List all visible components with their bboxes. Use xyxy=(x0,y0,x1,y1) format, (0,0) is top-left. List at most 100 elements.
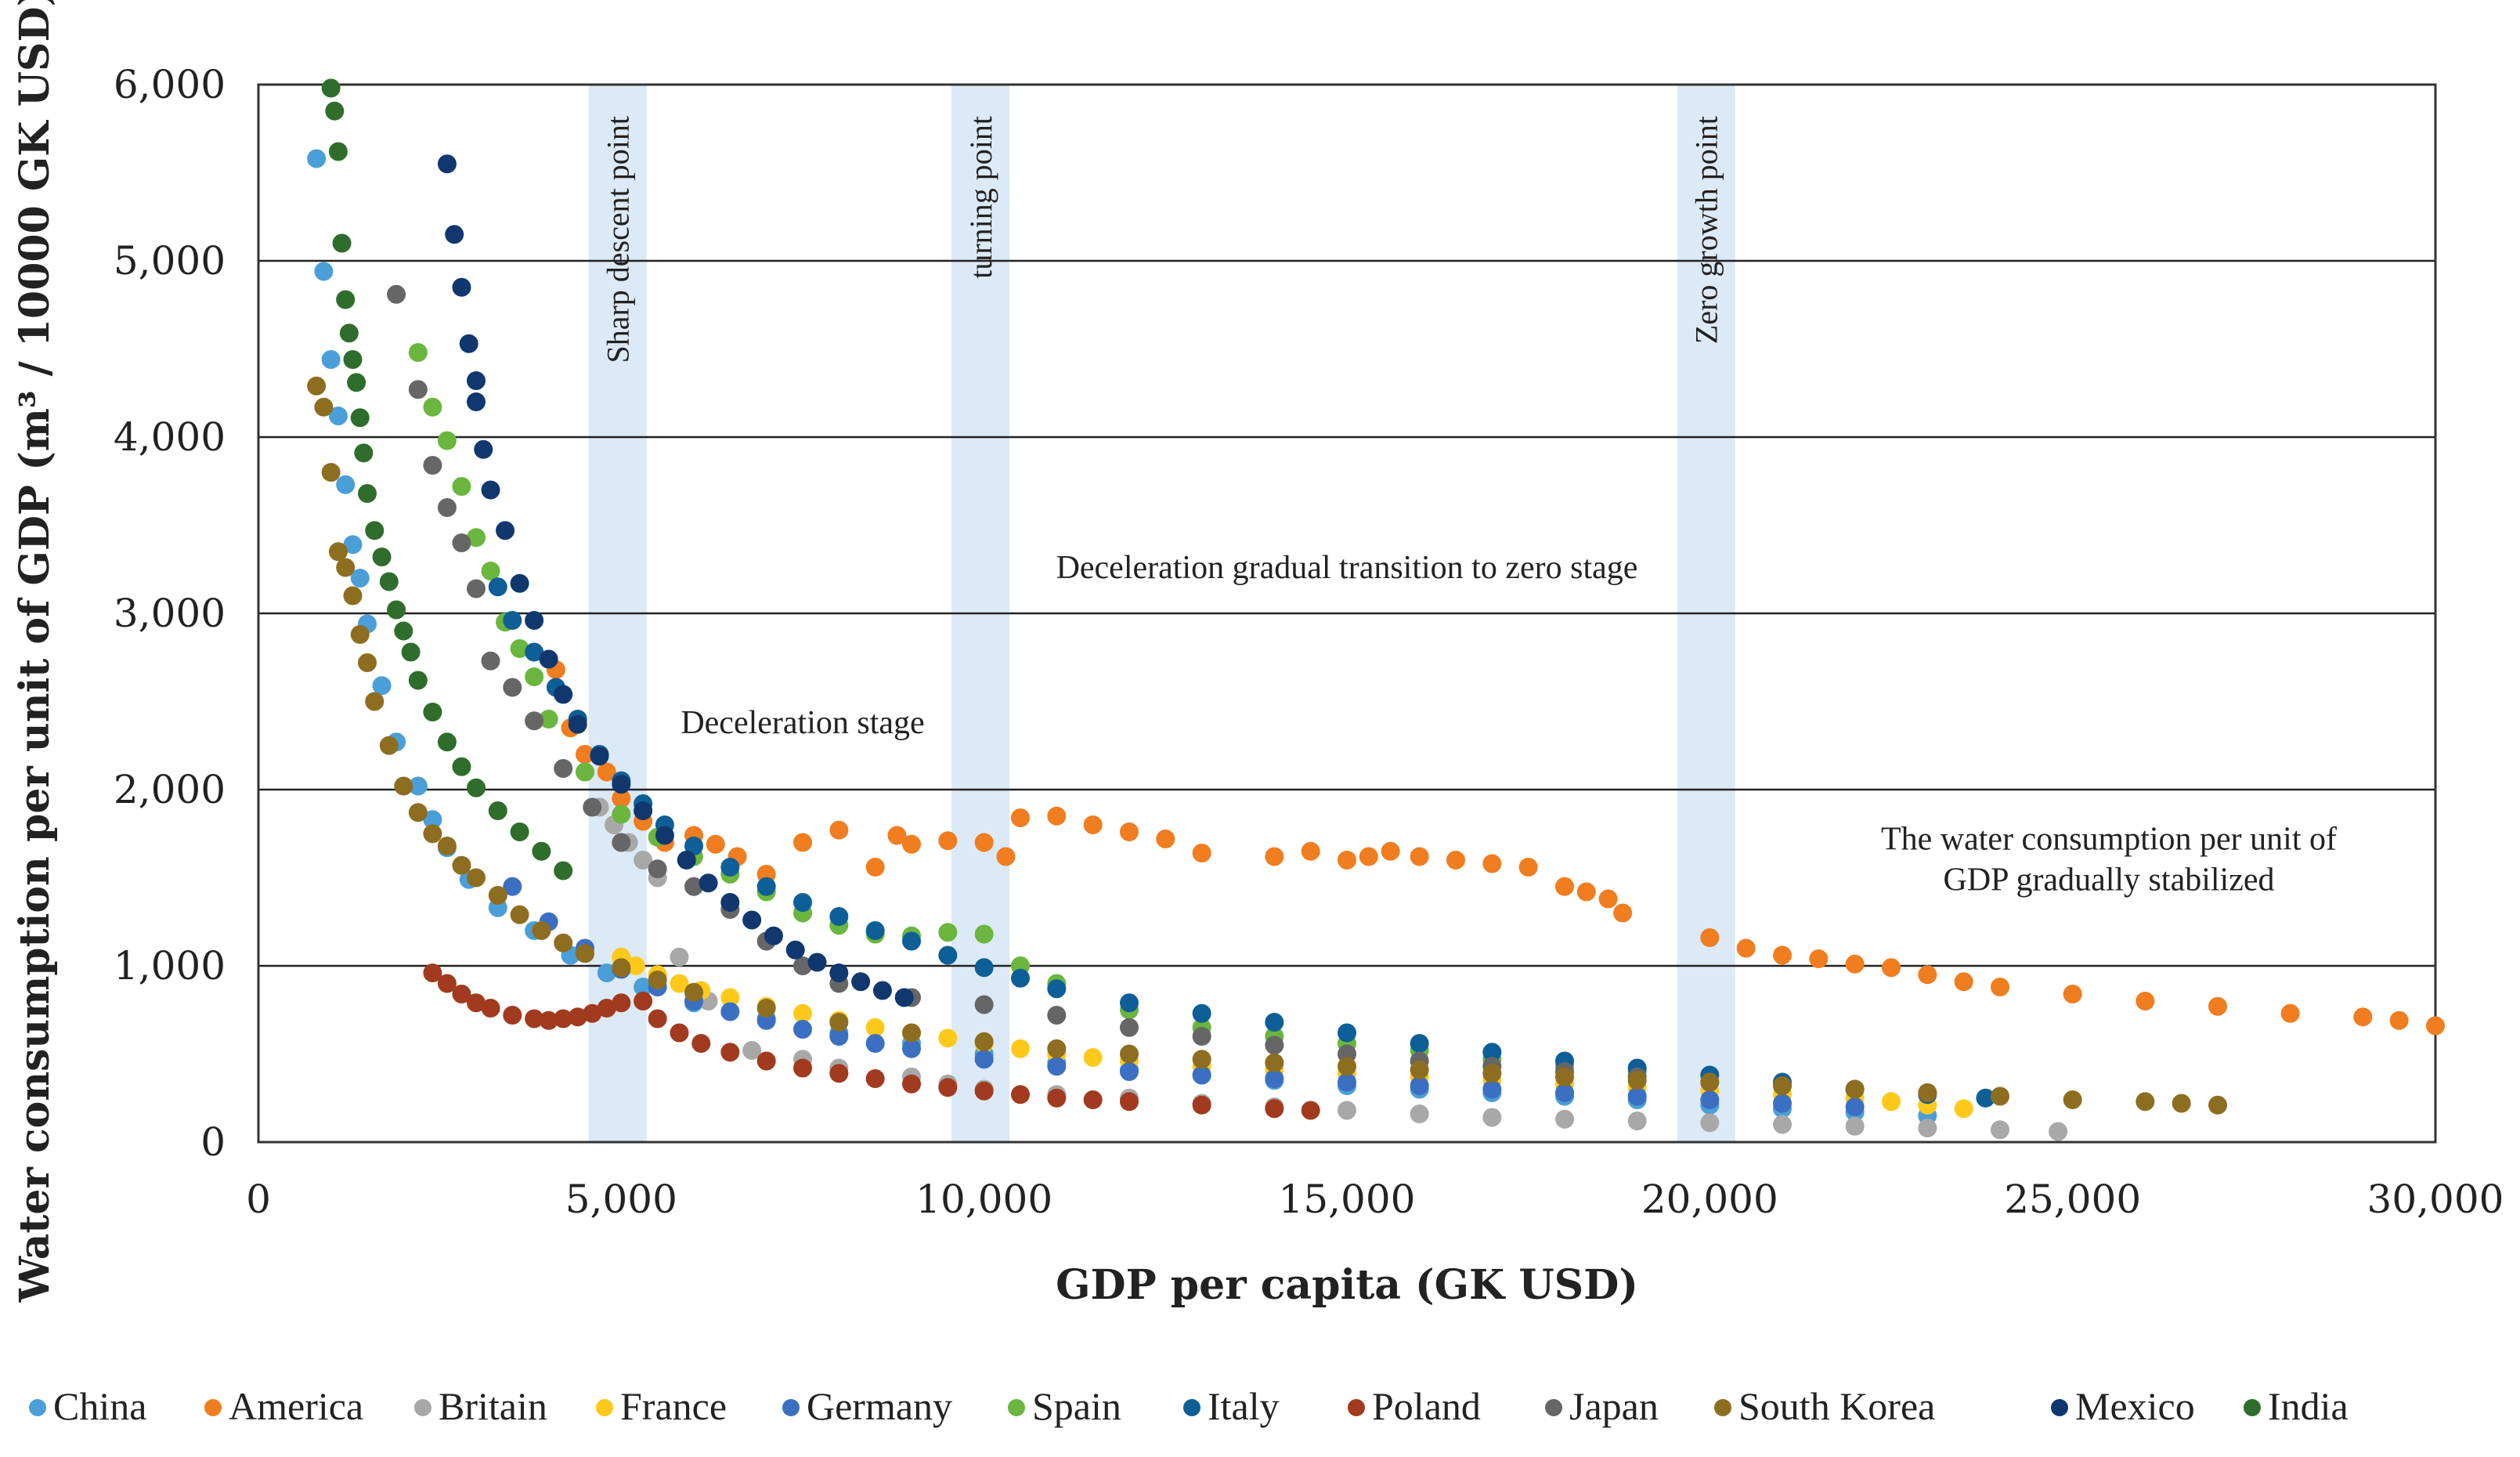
data-point xyxy=(691,1034,711,1053)
data-point xyxy=(756,1051,776,1071)
data-point xyxy=(902,834,921,854)
data-point xyxy=(576,745,594,764)
data-point xyxy=(634,851,653,870)
y-tick-label: 4,000 xyxy=(114,414,226,460)
data-point xyxy=(1047,1057,1067,1076)
data-point xyxy=(865,1034,885,1053)
data-point xyxy=(829,1013,849,1032)
data-point xyxy=(554,685,573,704)
data-point xyxy=(1518,858,1538,877)
data-point xyxy=(467,868,486,888)
data-point xyxy=(829,820,849,840)
data-point xyxy=(387,600,406,620)
data-point xyxy=(452,277,471,297)
data-point xyxy=(1047,1039,1067,1058)
data-point xyxy=(339,324,359,343)
data-point xyxy=(365,692,384,711)
data-point xyxy=(1265,1013,1284,1032)
data-point xyxy=(503,678,522,697)
x-tick-label: 25,000 xyxy=(2004,1177,2141,1222)
data-point xyxy=(1991,1120,2009,1140)
data-point xyxy=(467,579,486,598)
data-point xyxy=(684,877,703,896)
data-point xyxy=(532,841,551,861)
data-point xyxy=(347,373,366,392)
data-point xyxy=(503,877,522,896)
data-point xyxy=(648,1009,667,1029)
data-point xyxy=(1918,1119,1937,1137)
data-point xyxy=(372,676,392,696)
data-point xyxy=(1991,1086,2009,1106)
legend-label: Mexico xyxy=(2075,1384,2195,1428)
data-point xyxy=(452,533,471,552)
legend-marker xyxy=(596,1399,613,1416)
data-point xyxy=(938,1029,958,1048)
y-axis-ticks: 0 1,000 2,000 3,000 4,000 5,000 6,000 xyxy=(114,62,226,1165)
data-point xyxy=(1954,1099,1973,1119)
data-point xyxy=(974,924,994,944)
data-point xyxy=(539,649,558,669)
legend-marker xyxy=(1545,1399,1562,1416)
data-point xyxy=(1918,965,1937,985)
data-point xyxy=(1991,978,2009,996)
data-point xyxy=(764,926,783,945)
data-point xyxy=(626,956,645,975)
data-point xyxy=(343,350,363,369)
annotation: The water consumption per unit of xyxy=(1881,822,2337,858)
data-point xyxy=(467,993,486,1013)
x-tick-label: 30,000 xyxy=(2367,1177,2504,1222)
data-point xyxy=(350,625,370,644)
data-point xyxy=(720,988,740,1007)
data-point xyxy=(2172,1094,2191,1113)
data-point xyxy=(974,1032,994,1051)
data-point xyxy=(1011,968,1030,988)
data-point xyxy=(1482,1064,1502,1083)
annotation: Deceleration stage xyxy=(681,705,924,741)
x-tick-label: 0 xyxy=(246,1177,271,1222)
data-point xyxy=(974,958,994,978)
data-point xyxy=(452,985,471,1003)
data-point xyxy=(488,801,507,820)
data-point xyxy=(583,797,602,817)
data-point xyxy=(307,149,327,168)
data-point xyxy=(554,759,573,778)
data-point xyxy=(1410,1076,1429,1095)
data-point xyxy=(459,334,478,353)
data-point xyxy=(481,562,500,580)
data-point xyxy=(437,154,457,174)
data-point xyxy=(902,1023,921,1043)
data-point xyxy=(1410,1034,1429,1053)
data-point xyxy=(1047,1088,1067,1108)
legend-marker xyxy=(2244,1399,2261,1416)
data-point xyxy=(2063,985,2082,1003)
data-point xyxy=(1954,972,1973,992)
data-point xyxy=(423,456,442,475)
data-point xyxy=(583,1003,602,1023)
data-point xyxy=(902,1039,921,1058)
data-point xyxy=(2208,996,2227,1016)
data-point xyxy=(793,833,812,852)
data-point xyxy=(481,480,500,500)
data-point xyxy=(1192,1027,1211,1046)
data-point xyxy=(401,642,421,662)
data-point xyxy=(423,810,442,830)
data-point xyxy=(974,1050,994,1069)
data-point xyxy=(387,284,406,304)
y-tick-label: 6,000 xyxy=(114,62,226,107)
data-point xyxy=(612,993,631,1013)
data-point xyxy=(670,947,689,967)
data-point xyxy=(634,978,653,996)
data-point xyxy=(1120,822,1139,841)
data-point xyxy=(1338,1072,1356,1092)
legend-label: Japan xyxy=(1569,1384,1659,1428)
data-point xyxy=(648,859,667,879)
legend-marker xyxy=(782,1399,800,1416)
y-tick-label: 0 xyxy=(200,1119,226,1165)
data-point xyxy=(1265,1053,1284,1072)
legend-label: Spain xyxy=(1032,1384,1121,1428)
data-point xyxy=(1845,1116,1865,1136)
data-point xyxy=(938,831,958,851)
data-point xyxy=(321,78,341,98)
data-point xyxy=(1845,1079,1865,1099)
data-point xyxy=(793,956,812,975)
